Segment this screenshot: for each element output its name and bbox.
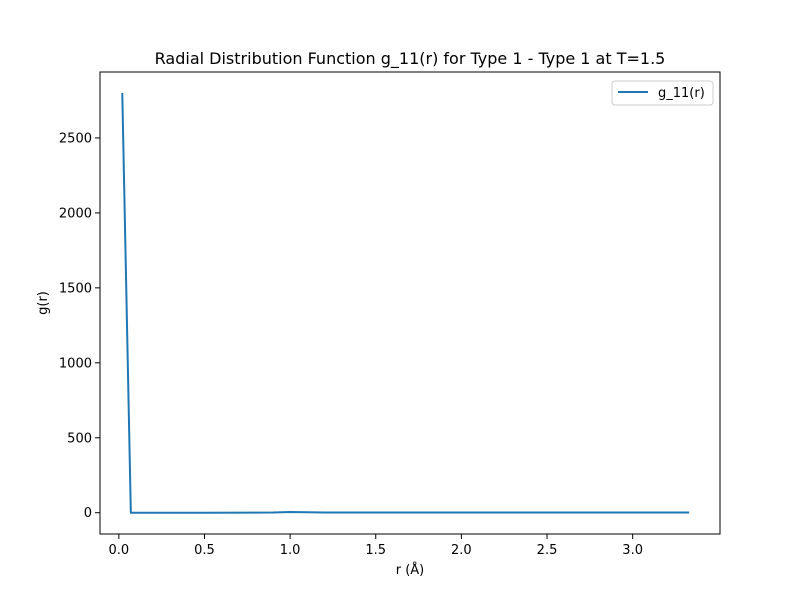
- x-tick-label: 0.5: [194, 543, 215, 558]
- legend-box: [611, 80, 714, 106]
- x-tick-label: 2.0: [451, 543, 472, 558]
- x-axis-ticks: 0.0 0.5 1.0 1.5 2.0 2.5 3.0: [108, 534, 643, 558]
- x-tick-label: 1.0: [280, 543, 301, 558]
- legend: g_11(r): [611, 80, 714, 106]
- y-tick-label: 2500: [59, 131, 92, 146]
- y-tick-label: 1500: [59, 281, 92, 296]
- y-tick-label: 0: [84, 506, 92, 521]
- series-layer: [121, 92, 690, 514]
- y-axis-label: g(r): [36, 291, 51, 315]
- x-tick-label: 3.0: [622, 543, 643, 558]
- x-tick-label: 1.5: [365, 543, 386, 558]
- x-axis-label: r (Å): [396, 562, 425, 578]
- y-tick-label: 2000: [59, 206, 92, 221]
- y-tick-label: 500: [67, 431, 92, 446]
- y-tick-label: 1000: [59, 356, 92, 371]
- chart-title: Radial Distribution Function g_11(r) for…: [155, 49, 666, 69]
- x-tick-label: 2.5: [537, 543, 558, 558]
- y-axis-ticks: 0 500 1000 1500 2000 2500: [59, 131, 100, 521]
- series-line-0: [121, 92, 690, 514]
- x-tick-label: 0.0: [108, 543, 129, 558]
- plot-frame: [99, 71, 721, 535]
- legend-label: g_11(r): [658, 86, 705, 101]
